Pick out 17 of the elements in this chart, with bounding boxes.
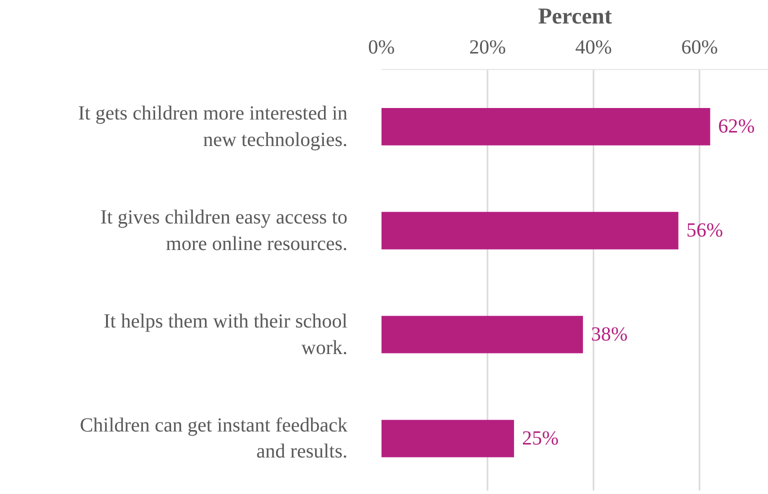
data-label: 38% <box>590 324 628 346</box>
x-tick-label: 60% <box>681 36 718 58</box>
x-tick-label: 20% <box>469 36 506 58</box>
x-tick-label: 0% <box>368 36 395 58</box>
x-tick-label: 40% <box>575 36 612 58</box>
data-label: 56% <box>686 220 724 242</box>
y-tick-label: Children can get instant feedback and results. <box>80 414 348 463</box>
bar <box>382 316 583 354</box>
bar <box>382 108 710 146</box>
y-tick-label: It helps them with their school work. <box>104 310 348 359</box>
x-axis-title: Percent <box>538 4 612 28</box>
y-tick-label: It gives children easy access to more online resources. <box>100 206 348 255</box>
data-label: 62% <box>718 116 755 138</box>
data-label: 25% <box>522 428 559 450</box>
bar <box>382 420 514 458</box>
y-tick-label: It gets children more interested in new technologies. <box>78 102 348 151</box>
bar <box>382 212 678 250</box>
